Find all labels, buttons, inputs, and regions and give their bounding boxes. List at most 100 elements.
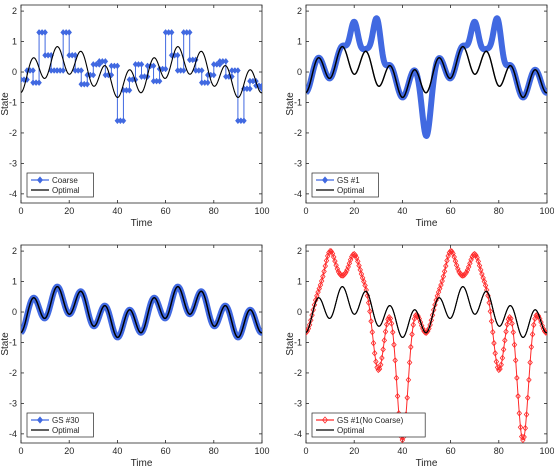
red-marker bbox=[363, 286, 369, 294]
red-marker bbox=[509, 320, 515, 327]
plot-frame bbox=[20, 244, 263, 444]
red-marker bbox=[441, 268, 448, 275]
red-marker bbox=[385, 316, 391, 323]
coarse-marker bbox=[138, 61, 145, 68]
red-marker bbox=[317, 281, 324, 289]
y-tick-label: -3 bbox=[9, 398, 17, 408]
legend-marker bbox=[321, 416, 329, 424]
legend-marker bbox=[36, 176, 44, 184]
coarse-marker bbox=[84, 80, 91, 88]
red-marker bbox=[394, 392, 401, 400]
red-marker bbox=[370, 339, 377, 347]
x-tick-label: 0 bbox=[303, 206, 308, 216]
red-marker bbox=[505, 316, 512, 323]
coarse-marker bbox=[186, 29, 193, 36]
legend: GS #1(No Coarse)Optimal bbox=[311, 412, 426, 438]
red-marker bbox=[320, 273, 326, 280]
red-marker bbox=[491, 339, 497, 347]
red-marker bbox=[444, 257, 450, 264]
red-marker bbox=[498, 361, 504, 368]
plot-area bbox=[21, 283, 262, 341]
x-tick-label: 40 bbox=[397, 446, 407, 456]
red-marker bbox=[522, 424, 529, 432]
red-marker bbox=[499, 354, 506, 362]
red-marker bbox=[488, 318, 495, 325]
red-marker bbox=[462, 271, 468, 278]
x-tick-label: 80 bbox=[494, 446, 504, 456]
red-marker bbox=[535, 312, 542, 320]
red-marker bbox=[335, 268, 342, 276]
red-marker bbox=[368, 318, 374, 325]
chart-panel-1: 0 20 40 60 80 100 -4 -3 -2 -1 0 1 2 Time State CoarseOp… bbox=[0, 4, 270, 229]
legend-label: Optimal bbox=[52, 426, 80, 435]
coarse-marker bbox=[90, 71, 97, 79]
x-tick-label: 40 bbox=[112, 446, 122, 456]
red-marker bbox=[438, 281, 444, 289]
red-marker bbox=[420, 325, 426, 333]
y-tick-label: -3 bbox=[9, 158, 17, 168]
red-marker bbox=[405, 376, 412, 384]
x-tick-label: 20 bbox=[349, 446, 359, 456]
legend-marker bbox=[321, 176, 329, 184]
red-marker bbox=[404, 394, 410, 402]
chart-panel-3: 0 20 40 60 80 100 -4 -3 -2 -1 0 1 2 Time State GS #30Op… bbox=[0, 244, 270, 469]
red-marker bbox=[390, 329, 396, 336]
legend-box bbox=[311, 412, 426, 438]
red-marker bbox=[374, 364, 380, 371]
red-marker bbox=[306, 321, 313, 329]
red-marker bbox=[528, 343, 535, 351]
x-tick-label: 80 bbox=[494, 206, 504, 216]
plot-area bbox=[306, 247, 547, 443]
coarse-marker bbox=[66, 29, 73, 36]
series-gs-1-band bbox=[306, 15, 547, 139]
red-marker bbox=[497, 365, 503, 373]
x-tick-label: 20 bbox=[64, 206, 74, 216]
red-marker bbox=[449, 248, 455, 255]
red-marker bbox=[494, 364, 501, 371]
red-marker bbox=[446, 249, 453, 256]
red-marker bbox=[531, 321, 537, 329]
red-marker bbox=[492, 350, 498, 357]
red-marker bbox=[375, 366, 382, 374]
red-marker bbox=[391, 341, 397, 348]
coarse-marker bbox=[235, 67, 241, 74]
y-tick-label: 0 bbox=[12, 67, 17, 77]
y-axis-label: State bbox=[285, 332, 296, 356]
x-axis-label: Time bbox=[131, 218, 153, 229]
red-marker bbox=[369, 328, 375, 336]
red-marker bbox=[524, 394, 531, 402]
red-marker bbox=[521, 433, 527, 441]
red-marker bbox=[341, 271, 348, 278]
red-marker bbox=[328, 248, 335, 255]
x-tick-label: 100 bbox=[539, 446, 554, 456]
plot-frame bbox=[20, 4, 263, 204]
y-tick-label: 2 bbox=[297, 246, 302, 256]
plot-area bbox=[21, 29, 262, 125]
legend-label: Optimal bbox=[337, 186, 365, 195]
red-marker bbox=[409, 331, 415, 338]
y-tick-label: -2 bbox=[9, 368, 17, 378]
y-tick-label: 1 bbox=[297, 277, 302, 287]
legend-label: Coarse bbox=[52, 176, 78, 185]
x-tick-label: 0 bbox=[18, 206, 23, 216]
x-axis-label: Time bbox=[416, 218, 438, 229]
coarse-marker bbox=[259, 85, 262, 93]
red-marker bbox=[496, 366, 502, 374]
red-marker bbox=[367, 308, 373, 315]
x-tick-label: 20 bbox=[64, 446, 74, 456]
coarse-marker bbox=[241, 117, 247, 125]
legend-box bbox=[26, 412, 94, 438]
y-axis-label: State bbox=[285, 92, 296, 116]
coarse-marker bbox=[102, 57, 109, 65]
y-tick-label: -2 bbox=[294, 368, 302, 378]
legend-label: Optimal bbox=[52, 186, 80, 195]
plot-area bbox=[306, 15, 547, 139]
y-tick-label: 0 bbox=[297, 67, 302, 77]
x-tick-label: 100 bbox=[254, 446, 269, 456]
coarse-marker bbox=[78, 67, 85, 74]
legend-box bbox=[26, 172, 94, 198]
y-tick-label: 2 bbox=[297, 6, 302, 16]
x-tick-label: 60 bbox=[161, 446, 171, 456]
red-marker bbox=[334, 265, 341, 273]
